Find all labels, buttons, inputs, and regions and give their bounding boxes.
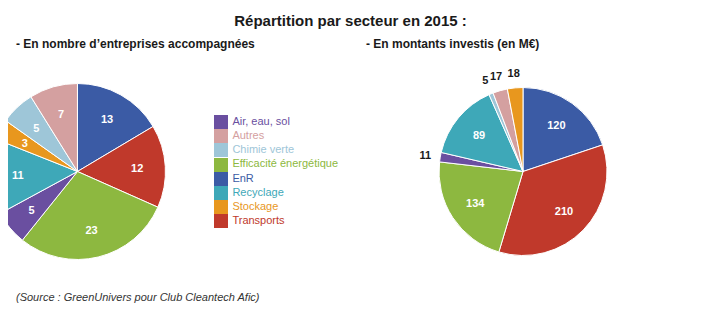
html-text:(Source : GreenUnivers pour Cl: (Source : GreenUnivers pour Club Cleante… xyxy=(16,291,260,303)
html-text:Chimie verte: Chimie verte xyxy=(232,143,295,156)
html-text:Répartition par secteur en 201: Répartition par secteur en 2015 : xyxy=(234,12,467,29)
svg-text:11: 11 xyxy=(420,149,432,161)
html-text:Efficacité énergétique: Efficacité énergétique xyxy=(232,157,338,170)
svg-text:11: 11 xyxy=(12,169,24,181)
svg-text:17: 17 xyxy=(490,70,502,82)
svg-text:5: 5 xyxy=(28,204,34,216)
html-text:EnR: EnR xyxy=(232,171,254,184)
svg-text:5: 5 xyxy=(33,122,39,134)
svg-text:13: 13 xyxy=(101,113,113,125)
html-text:Stockage: Stockage xyxy=(232,199,279,212)
svg-text:18: 18 xyxy=(508,67,520,79)
svg-text:134: 134 xyxy=(466,197,485,209)
svg-text:120: 120 xyxy=(547,119,565,131)
html-text:- En nombre d’entreprises acco: - En nombre d’entreprises accompagnées xyxy=(16,37,255,51)
html-text:Air, eau, sol: Air, eau, sol xyxy=(232,115,290,128)
svg-text:12: 12 xyxy=(131,162,143,174)
html-text:- En montants investis (en M€): - En montants investis (en M€) xyxy=(366,37,540,51)
html-text:Autres: Autres xyxy=(232,129,265,142)
svg-text:23: 23 xyxy=(85,224,97,236)
html-text:Recyclage: Recyclage xyxy=(232,185,284,198)
html-text:Transports: Transports xyxy=(232,213,285,226)
svg-text:89: 89 xyxy=(473,129,485,141)
svg-text:210: 210 xyxy=(555,205,573,217)
svg-text:7: 7 xyxy=(58,108,64,120)
svg-text:3: 3 xyxy=(22,137,28,149)
svg-text:5: 5 xyxy=(482,74,488,86)
